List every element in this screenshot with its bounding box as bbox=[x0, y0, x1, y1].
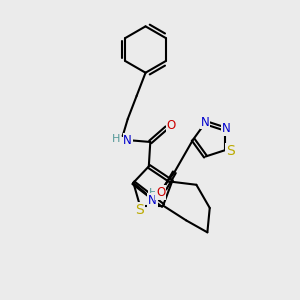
Text: S: S bbox=[135, 203, 144, 217]
Text: N: N bbox=[222, 122, 230, 135]
Text: N: N bbox=[200, 116, 209, 128]
Text: O: O bbox=[156, 186, 165, 199]
Text: H: H bbox=[112, 134, 120, 144]
Text: H: H bbox=[148, 188, 157, 197]
Text: S: S bbox=[226, 144, 235, 158]
Text: O: O bbox=[167, 119, 176, 132]
Text: N: N bbox=[148, 194, 157, 207]
Text: N: N bbox=[123, 134, 132, 147]
